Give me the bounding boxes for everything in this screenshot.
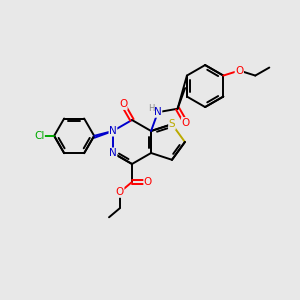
Text: N: N (109, 148, 117, 158)
Text: N: N (109, 126, 117, 136)
Text: O: O (119, 99, 127, 110)
Text: O: O (144, 177, 152, 187)
Text: O: O (235, 66, 243, 76)
Text: H: H (148, 104, 154, 113)
Text: N: N (154, 107, 162, 117)
Text: O: O (116, 187, 124, 197)
Text: Cl: Cl (34, 131, 44, 141)
Text: O: O (182, 118, 190, 128)
Text: S: S (169, 119, 175, 129)
